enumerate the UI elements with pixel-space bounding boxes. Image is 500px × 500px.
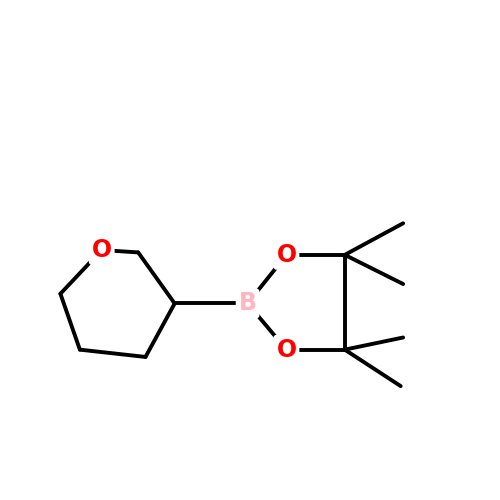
Text: O: O	[92, 238, 112, 262]
Text: O: O	[276, 243, 296, 267]
Text: O: O	[276, 338, 296, 361]
Text: B: B	[238, 292, 256, 316]
